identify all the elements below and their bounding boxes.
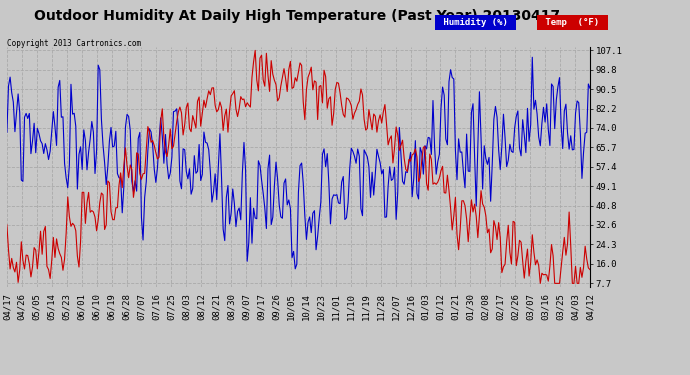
Text: Copyright 2013 Cartronics.com: Copyright 2013 Cartronics.com [7, 39, 141, 48]
Text: Outdoor Humidity At Daily High Temperature (Past Year) 20130417: Outdoor Humidity At Daily High Temperatu… [34, 9, 560, 23]
Text: Temp  (°F): Temp (°F) [540, 18, 604, 27]
Text: Humidity (%): Humidity (%) [438, 18, 513, 27]
